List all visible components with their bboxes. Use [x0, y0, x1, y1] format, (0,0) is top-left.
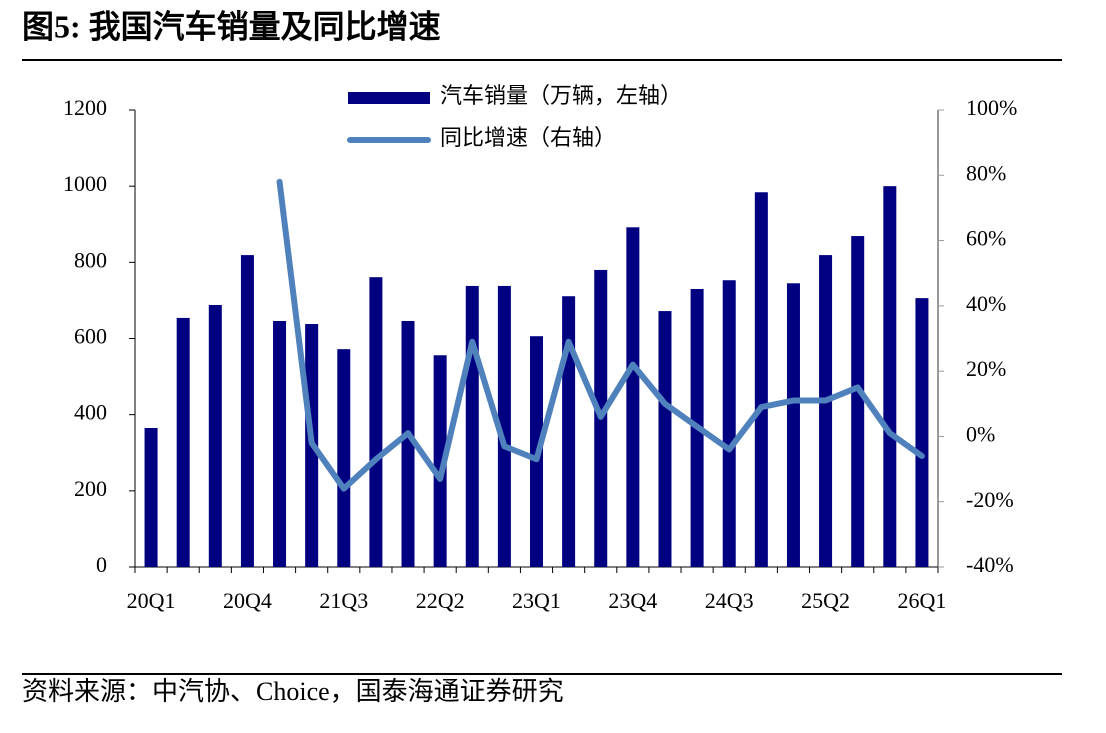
y-tick-label: 1000 [63, 171, 107, 196]
bar [754, 192, 768, 567]
y2-tick-label: 20% [966, 356, 1006, 381]
x-tick-label: 25Q2 [801, 588, 850, 613]
y2-tick-label: 60% [966, 226, 1006, 251]
x-tick-label: 24Q3 [705, 588, 754, 613]
y2-tick-label: 80% [966, 160, 1006, 185]
bar [144, 427, 158, 567]
bar [851, 236, 865, 567]
x-tick-label: 21Q3 [319, 588, 368, 613]
y-tick-label: 600 [74, 324, 107, 349]
line [276, 178, 925, 492]
legend-swatch [348, 92, 430, 104]
bar [465, 285, 479, 567]
legend-label: 汽车销量（万辆，左轴） [440, 83, 682, 108]
y-tick-label: 400 [74, 400, 107, 425]
bar [883, 186, 897, 567]
bar [819, 255, 833, 567]
source: 资料来源：中汽协、Choice，国泰海通证券研究 [22, 677, 564, 706]
x-tick-label: 26Q1 [897, 588, 946, 613]
y2-tick-label: -40% [966, 552, 1014, 577]
bar [401, 320, 415, 567]
bar [240, 255, 254, 567]
bar [337, 349, 351, 567]
bar [497, 285, 511, 567]
y2-tick-label: 40% [966, 291, 1006, 316]
y-tick-label: 0 [96, 552, 107, 577]
bar [786, 283, 800, 567]
y2-tick-label: 100% [966, 95, 1017, 120]
bar [626, 227, 640, 567]
bar [208, 304, 222, 567]
bar [433, 355, 447, 567]
bar [176, 317, 190, 567]
x-tick-label: 20Q4 [223, 588, 272, 613]
bar [369, 277, 383, 567]
y-tick-label: 200 [74, 476, 107, 501]
x-tick-label: 23Q4 [608, 588, 657, 613]
legend-label: 同比增速（右轴） [440, 125, 616, 150]
y2-tick-label: -20% [966, 487, 1014, 512]
y2-tick-label: 0% [966, 421, 995, 446]
y-tick-label: 1200 [63, 95, 107, 120]
bar [658, 311, 672, 567]
bar [562, 296, 576, 567]
y-tick-label: 800 [74, 247, 107, 272]
chart-title: 图5: 我国汽车销量及同比增速 [22, 8, 441, 44]
bar [273, 320, 287, 567]
bar [915, 298, 929, 567]
x-tick-label: 22Q2 [416, 588, 465, 613]
x-tick-label: 23Q1 [512, 588, 561, 613]
bar [722, 280, 736, 567]
x-tick-label: 20Q1 [127, 588, 176, 613]
